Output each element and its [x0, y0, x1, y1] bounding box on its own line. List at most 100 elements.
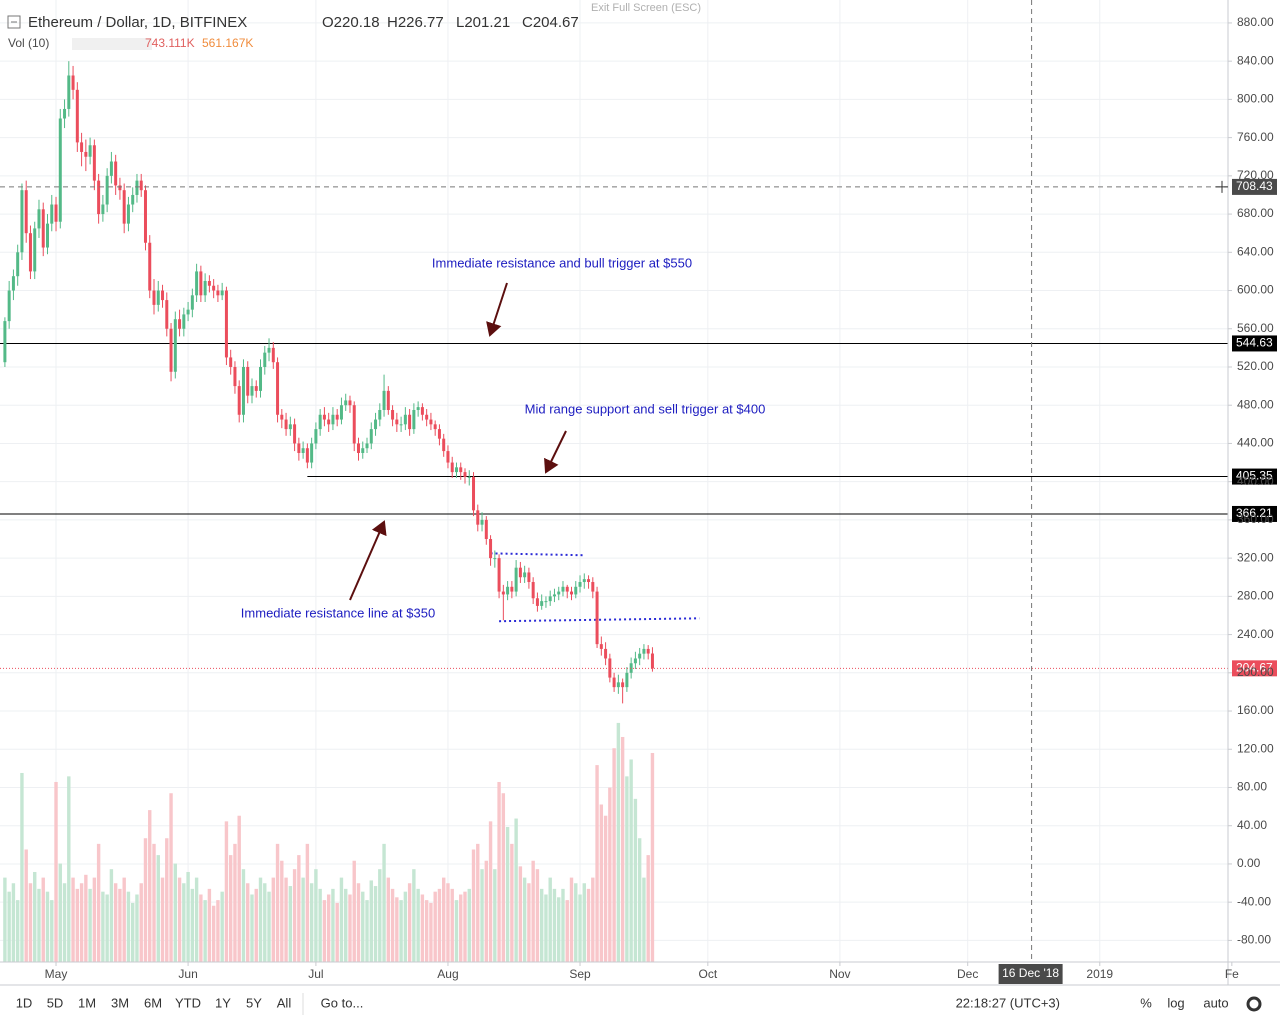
volume-bar — [258, 877, 263, 962]
candle-body — [297, 443, 301, 453]
volume-bar — [608, 787, 612, 962]
volume-bar — [578, 894, 582, 962]
volume-bar — [361, 891, 365, 962]
volume-bar — [637, 838, 642, 962]
volume-bar — [463, 891, 467, 962]
candle-body — [271, 347, 275, 363]
candle-body — [454, 467, 458, 473]
candle-body — [540, 601, 544, 606]
range-button[interactable]: 5D — [47, 995, 64, 1010]
crosshair-y-bg — [1232, 178, 1277, 195]
candle-body — [284, 419, 288, 430]
candle-body — [489, 539, 493, 559]
candle-body — [459, 467, 463, 473]
candle-body — [561, 586, 565, 592]
range-button[interactable]: 6M — [144, 995, 162, 1010]
volume-bar — [143, 838, 148, 962]
volume-bar — [131, 902, 135, 962]
candle-body — [182, 314, 186, 329]
volume-bar — [169, 793, 173, 962]
level-label: 405.35 — [1236, 469, 1273, 483]
volume-bar — [250, 894, 254, 962]
option-button[interactable]: auto — [1203, 995, 1228, 1010]
volume-bar — [527, 883, 531, 962]
candle-body — [587, 579, 591, 583]
volume-bar — [373, 886, 378, 962]
candle-body — [386, 390, 390, 410]
volume-bar — [433, 891, 437, 962]
volume-bar — [531, 860, 535, 962]
candle-body — [629, 663, 633, 673]
volume-bar — [50, 900, 54, 962]
volume-bar — [480, 869, 484, 962]
volume-bar — [165, 838, 169, 962]
volume-bar — [493, 869, 497, 962]
candle-body — [506, 586, 510, 595]
y-tick-label: -40.00 — [1237, 894, 1271, 908]
volume-bar — [101, 891, 105, 962]
volume-bar — [505, 826, 510, 962]
option-button[interactable]: % — [1140, 995, 1152, 1010]
volume-average: 561.167K — [202, 36, 253, 50]
candle-body — [118, 185, 122, 191]
volume-bar — [284, 877, 288, 962]
volume-bar — [412, 869, 416, 962]
candle-body — [557, 591, 561, 595]
range-button[interactable]: All — [277, 995, 292, 1010]
volume-bar — [109, 869, 114, 962]
volume-bar — [450, 888, 454, 962]
volume-bar — [335, 902, 339, 962]
y-tick-label: 240.00 — [1237, 627, 1274, 641]
option-button[interactable]: log — [1167, 995, 1184, 1010]
candle-body — [293, 424, 297, 444]
candle-body — [135, 180, 139, 195]
candle-body — [220, 290, 224, 296]
goto-button[interactable]: Go to... — [321, 995, 364, 1010]
range-button[interactable]: 1D — [16, 995, 33, 1010]
range-button[interactable]: 5Y — [246, 995, 262, 1010]
exit-fullscreen[interactable]: Exit Full Screen (ESC) — [591, 2, 701, 14]
candle-body — [484, 519, 488, 540]
candle-body — [203, 280, 207, 296]
collapse-icon[interactable] — [7, 15, 21, 29]
candle-body — [463, 472, 467, 477]
candle-body — [582, 579, 586, 583]
ohlc-value: 220.18 — [334, 14, 380, 31]
candle-body — [75, 89, 79, 143]
range-button[interactable]: 3M — [111, 995, 129, 1010]
y-tick-label: 160.00 — [1237, 703, 1274, 717]
candle-body — [199, 271, 203, 296]
candle-body — [476, 510, 480, 525]
volume-bar — [139, 883, 143, 962]
candle-body — [425, 414, 429, 420]
range-button[interactable]: YTD — [175, 995, 201, 1010]
volume-bar — [54, 781, 58, 962]
candle-body — [71, 75, 75, 90]
candle-body — [241, 366, 245, 415]
volume-bar — [88, 888, 92, 962]
candle-body — [190, 295, 194, 310]
candle-body — [361, 448, 365, 453]
candle-body — [442, 438, 446, 452]
candle-body — [11, 276, 15, 291]
volume-bar — [522, 877, 527, 962]
candle-body — [399, 424, 403, 426]
volume-bar — [28, 883, 33, 962]
volume-bar — [544, 894, 548, 962]
y-tick-label: 0.00 — [1237, 856, 1261, 870]
volume-bar — [603, 815, 608, 962]
candle-body — [395, 419, 399, 425]
ohlc-value: 204.67 — [533, 14, 579, 31]
volume-bar — [203, 900, 207, 962]
range-button[interactable]: 1M — [78, 995, 96, 1010]
x-tick-label: Dec — [957, 967, 978, 981]
range-button[interactable]: 1Y — [215, 995, 231, 1010]
candle-body — [186, 309, 190, 315]
volume-icons[interactable] — [72, 38, 152, 50]
candle-body — [352, 405, 356, 444]
candle-body — [497, 558, 501, 592]
candle-body — [374, 419, 378, 430]
settings-icon[interactable] — [1246, 996, 1262, 1012]
volume-bar — [84, 874, 88, 962]
y-tick-label: 440.00 — [1237, 436, 1274, 450]
